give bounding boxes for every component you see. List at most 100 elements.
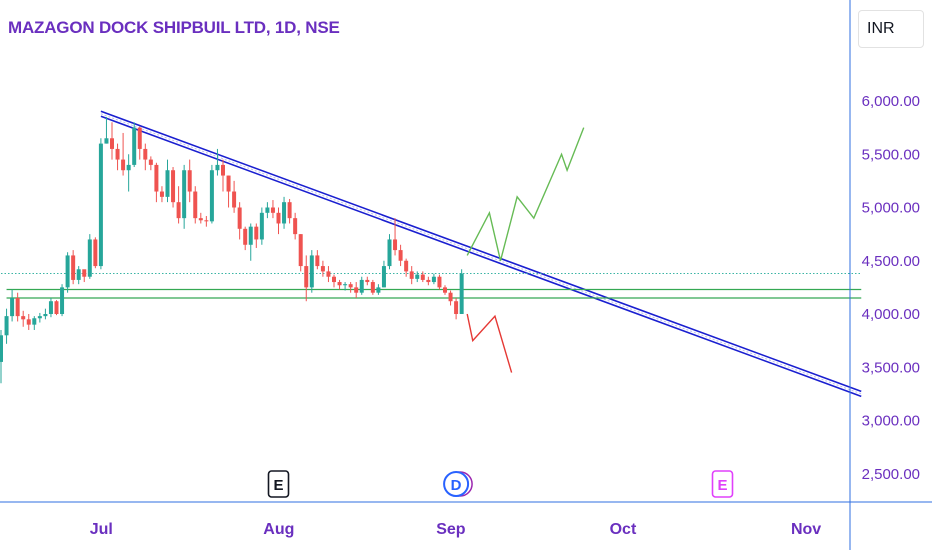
candle-body [320, 266, 325, 272]
candle-body [43, 314, 48, 317]
candle-body [354, 287, 359, 293]
candle-body [232, 191, 237, 208]
candle-body [104, 138, 109, 144]
trendline-lower [100, 115, 862, 398]
candle-body [304, 266, 309, 288]
candle-body [121, 159, 126, 171]
candle-body [337, 282, 342, 286]
candle-body [154, 164, 159, 192]
trendline-upper [100, 110, 862, 393]
price-tick-label: 4,500.00 [862, 253, 920, 270]
candle-body [54, 301, 59, 314]
earnings-marker-label: E [273, 477, 283, 494]
candle-body [148, 159, 153, 165]
candle-body [87, 239, 92, 277]
candle-body [370, 282, 375, 293]
candle-body [454, 301, 459, 314]
bullish-path [466, 127, 585, 261]
candle-body [10, 298, 15, 317]
candle-body [204, 220, 209, 222]
projection-paths [466, 127, 585, 373]
candle-body [282, 202, 287, 224]
candle-body [420, 274, 425, 280]
bearish-path [466, 313, 513, 373]
candle-body [437, 276, 442, 288]
candle-body [431, 276, 436, 283]
candle-body [198, 218, 203, 221]
price-axis[interactable]: 2,500.00 3,000.00 3,500.00 4,000.00 4,500.00… [862, 93, 920, 483]
candle-body [48, 301, 53, 314]
candle-body [115, 148, 120, 160]
candle-body [276, 212, 281, 224]
candle-body [37, 316, 42, 319]
candle-body [270, 207, 275, 213]
price-tick-label: 3,000.00 [862, 413, 920, 430]
price-tick-label: 6,000.00 [862, 93, 920, 110]
candle-body [4, 316, 9, 336]
candle-body [254, 226, 259, 240]
candle-body [237, 207, 242, 229]
earnings-marker-label: E [717, 477, 727, 494]
candle-body [60, 287, 65, 314]
dividend-marker-label: D [451, 477, 462, 494]
candle-body [409, 271, 414, 279]
candle-body [215, 164, 220, 171]
currency-selector[interactable]: INR [858, 10, 924, 48]
candle-body [404, 260, 409, 272]
dividend-marker[interactable] [443, 471, 470, 497]
price-tick-label: 2,500.00 [862, 466, 920, 483]
chart-title: MAZAGON DOCK SHIPBUIL LTD, 1D, NSE [8, 18, 340, 37]
candle-body [32, 318, 37, 325]
candle-body [348, 284, 353, 288]
earnings-marker[interactable] [267, 470, 290, 498]
price-tick-label: 5,500.00 [862, 146, 920, 163]
candle-body [137, 127, 142, 149]
candle-body [143, 148, 148, 160]
candle-body [443, 287, 447, 293]
candle-body [226, 175, 231, 192]
time-tick-label: Oct [610, 521, 637, 538]
guide-lines [1, 110, 862, 398]
candle-body [459, 273, 464, 314]
candle-body [448, 292, 453, 302]
candle-body [343, 284, 348, 286]
candle-body [332, 276, 336, 283]
candle-body [393, 239, 398, 251]
candle-body [309, 255, 314, 288]
candle-body [298, 234, 303, 267]
candle-body [243, 228, 248, 245]
candle-body [132, 127, 137, 165]
candle-body [365, 279, 370, 283]
price-tick-label: 4,000.00 [862, 306, 920, 323]
candle-body [221, 164, 225, 176]
candle-body [171, 170, 176, 203]
time-tick-label: Sep [436, 521, 466, 538]
candle-body [93, 239, 98, 267]
candle-body [359, 279, 364, 293]
candle-body [265, 207, 270, 213]
candle-body [376, 287, 381, 293]
candle-body [76, 269, 81, 280]
time-tick-label: Nov [791, 521, 821, 538]
candles [0, 116, 464, 384]
price-tick-label: 3,500.00 [862, 359, 920, 376]
candle-body [426, 279, 431, 283]
candle-body [176, 202, 181, 219]
candle-body [187, 170, 192, 192]
candle-body [65, 255, 70, 288]
time-axis[interactable]: Jul Aug Sep Oct Nov [90, 521, 822, 538]
trendline-mid [100, 113, 862, 395]
candle-body [182, 170, 187, 219]
candle-body [98, 143, 103, 267]
price-tick-label: 5,000.00 [862, 200, 920, 217]
candle-body [15, 298, 20, 317]
candle-body [0, 335, 3, 362]
candle-body [248, 226, 253, 245]
candle-body [293, 218, 298, 235]
candle-body [193, 191, 198, 219]
candle-body [110, 138, 114, 149]
earnings-marker[interactable] [711, 470, 734, 498]
candle-body [21, 316, 26, 320]
candle-body [209, 170, 214, 222]
